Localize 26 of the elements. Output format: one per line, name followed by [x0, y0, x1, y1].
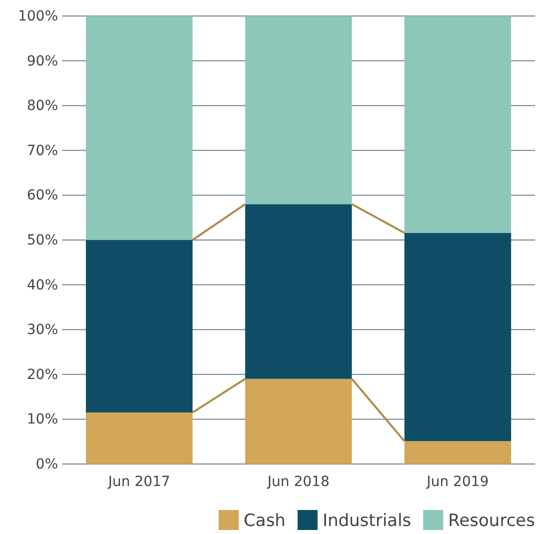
y-tick-label: 100%	[18, 8, 58, 24]
bar	[404, 441, 512, 464]
bar	[86, 412, 193, 464]
y-tick-label: 90%	[26, 53, 58, 70]
y-tick-label: 20%	[26, 366, 58, 383]
x-tick-label: Jun 2018	[266, 474, 330, 490]
y-tick-label: 80%	[26, 98, 58, 114]
y-tick-label: 50%	[26, 232, 58, 248]
bar	[404, 232, 512, 442]
legend-label: Resources	[448, 511, 536, 531]
bar	[245, 378, 352, 464]
bar	[245, 16, 352, 204]
bar	[86, 16, 193, 240]
bar	[245, 204, 352, 379]
y-tick-label: 40%	[26, 277, 58, 294]
legend-label: Industrials	[322, 511, 412, 531]
y-tick-label: 10%	[26, 412, 58, 428]
y-tick-label: 70%	[26, 142, 58, 159]
y-tick-label: 60%	[26, 188, 58, 204]
x-tick-label: Jun 2019	[426, 474, 489, 490]
y-tick-label: 30%	[26, 322, 58, 338]
bar	[86, 240, 193, 412]
x-tick-label: Jun 2017	[107, 474, 170, 490]
y-tick-label: 0%	[36, 456, 58, 472]
legend-label: Cash	[244, 511, 286, 531]
bar	[404, 16, 512, 233]
